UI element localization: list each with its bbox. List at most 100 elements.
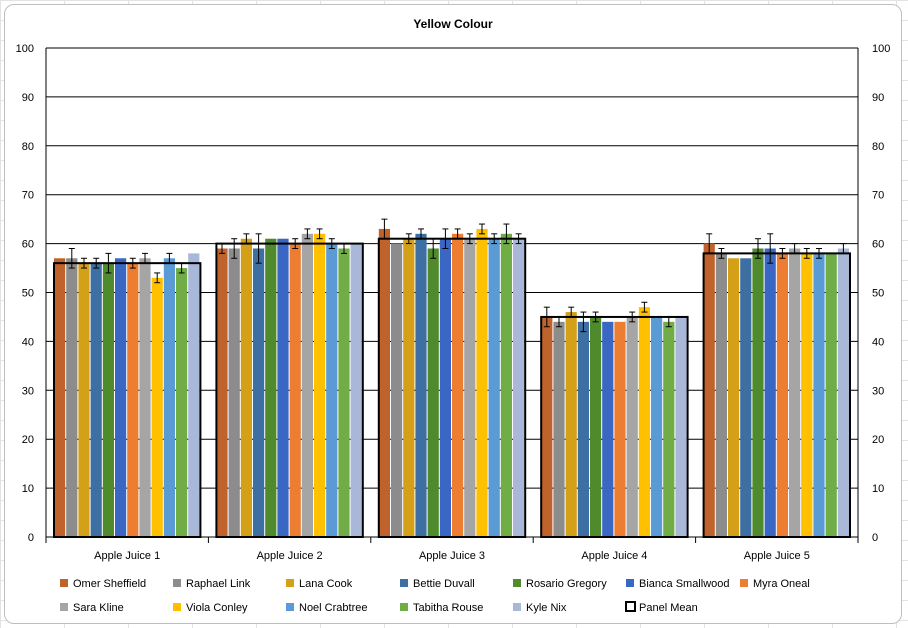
bar xyxy=(54,258,66,537)
x-tick-label: Apple Juice 5 xyxy=(744,550,810,562)
y-tick-label-right: 10 xyxy=(872,483,884,495)
legend-swatch xyxy=(513,579,521,587)
x-tick-label: Apple Juice 3 xyxy=(419,550,485,562)
y-tick-label-left: 20 xyxy=(22,434,34,446)
legend-swatch xyxy=(60,603,68,611)
bar xyxy=(139,258,151,537)
bar xyxy=(439,238,451,537)
bar xyxy=(90,263,102,537)
bar xyxy=(614,321,626,537)
legend-label: Tabitha Rouse xyxy=(413,602,483,614)
bar xyxy=(703,243,715,537)
legend-label: Sara Kline xyxy=(73,602,124,614)
bar xyxy=(66,258,78,537)
bar xyxy=(314,233,326,537)
bar xyxy=(553,321,565,537)
y-tick-label-left: 50 xyxy=(22,288,34,300)
bar xyxy=(301,233,313,537)
bar xyxy=(789,248,801,538)
y-tick-label-left: 0 xyxy=(28,532,34,544)
x-tick-label: Apple Juice 2 xyxy=(257,550,323,562)
legend-label: Kyle Nix xyxy=(526,602,567,614)
legend-swatch-outline xyxy=(625,601,636,612)
y-tick-label-left: 10 xyxy=(22,483,34,495)
bar xyxy=(253,248,265,538)
y-tick-label-right: 80 xyxy=(872,141,884,153)
y-tick-label-left: 60 xyxy=(22,239,34,251)
bar xyxy=(764,248,776,538)
bar xyxy=(338,248,350,538)
legend-label: Raphael Link xyxy=(186,578,251,590)
x-tick-label: Apple Juice 1 xyxy=(94,550,160,562)
y-tick-label-left: 100 xyxy=(16,43,34,55)
legend-label: Panel Mean xyxy=(639,602,698,614)
bar xyxy=(350,243,362,537)
bar xyxy=(240,238,252,537)
bar xyxy=(464,238,476,537)
bar xyxy=(188,253,200,537)
legend-swatch xyxy=(60,579,68,587)
chart-title: Yellow Colour xyxy=(413,17,493,31)
bar xyxy=(452,233,464,537)
bar xyxy=(776,253,788,537)
y-tick-label-right: 50 xyxy=(872,288,884,300)
legend-label: Rosario Gregory xyxy=(526,578,607,590)
bar xyxy=(488,238,500,537)
bar xyxy=(163,258,175,537)
bar xyxy=(590,316,602,537)
y-tick-label-left: 80 xyxy=(22,141,34,153)
y-tick-label-left: 30 xyxy=(22,385,34,397)
bar xyxy=(127,263,139,537)
bar xyxy=(415,233,427,537)
bar xyxy=(176,268,188,537)
bar xyxy=(78,263,90,537)
legend-swatch xyxy=(400,603,408,611)
legend-swatch xyxy=(400,579,408,587)
bar xyxy=(577,321,589,537)
legend-swatch xyxy=(173,579,181,587)
bar xyxy=(427,248,439,538)
bar xyxy=(801,253,813,537)
bar xyxy=(265,238,277,537)
legend-label: Bianca Smallwood xyxy=(639,578,730,590)
bar xyxy=(813,253,825,537)
bar xyxy=(403,238,415,537)
bar xyxy=(825,253,837,537)
bar xyxy=(663,321,675,537)
y-tick-label-right: 100 xyxy=(872,43,890,55)
bar xyxy=(602,321,614,537)
y-tick-label-right: 20 xyxy=(872,434,884,446)
legend-label: Myra Oneal xyxy=(753,578,810,590)
bar xyxy=(102,263,114,537)
legend-swatch xyxy=(286,579,294,587)
bar xyxy=(115,258,127,537)
bar xyxy=(651,316,663,537)
y-tick-label-right: 70 xyxy=(872,190,884,202)
bar xyxy=(500,233,512,537)
bar xyxy=(378,228,390,537)
bar xyxy=(513,238,525,537)
x-tick-label: Apple Juice 4 xyxy=(581,550,647,562)
y-tick-label-left: 40 xyxy=(22,336,34,348)
legend-label: Lana Cook xyxy=(299,578,353,590)
legend-swatch xyxy=(513,603,521,611)
bar xyxy=(752,248,764,538)
y-tick-label-right: 90 xyxy=(872,92,884,104)
bar xyxy=(216,248,228,538)
bar xyxy=(638,307,650,537)
legend-label: Omer Sheffield xyxy=(73,578,146,590)
bar xyxy=(289,243,301,537)
bar xyxy=(151,277,163,537)
bar xyxy=(565,312,577,537)
y-tick-label-right: 40 xyxy=(872,336,884,348)
y-tick-label-right: 30 xyxy=(872,385,884,397)
y-tick-label-right: 60 xyxy=(872,239,884,251)
bar xyxy=(326,243,338,537)
y-tick-label-left: 70 xyxy=(22,190,34,202)
bar xyxy=(626,316,638,537)
bar xyxy=(277,238,289,537)
legend-swatch xyxy=(740,579,748,587)
bar xyxy=(715,253,727,537)
legend-label: Viola Conley xyxy=(186,602,248,614)
bar xyxy=(228,248,240,538)
